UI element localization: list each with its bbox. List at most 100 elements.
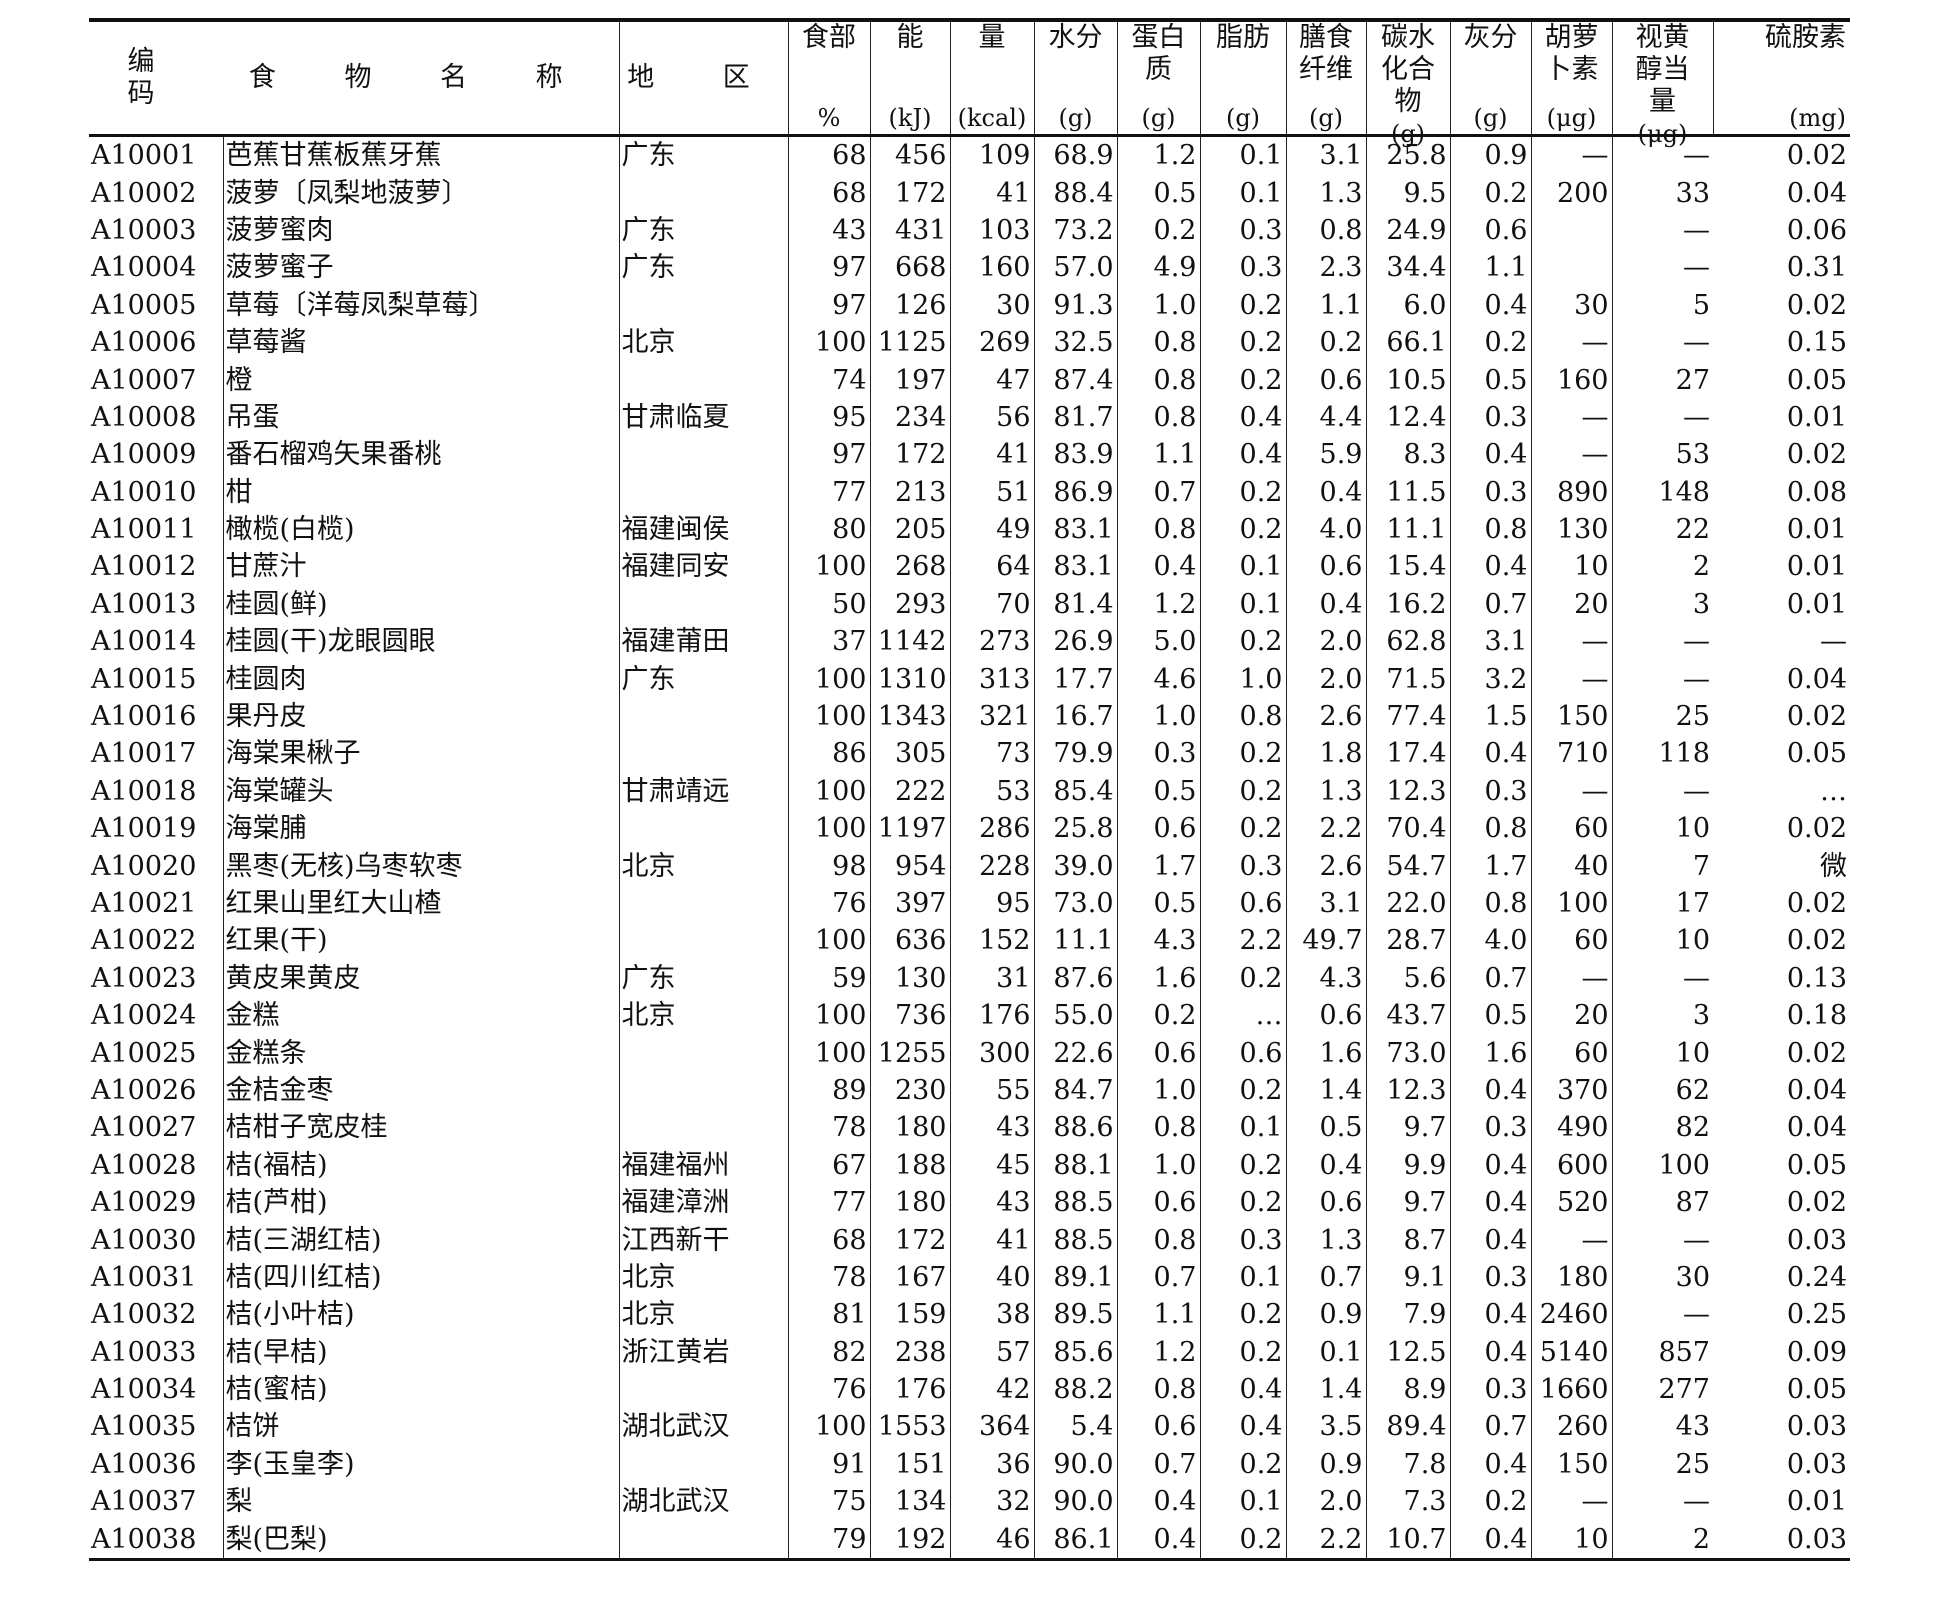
cell-thiamin: 0.02 xyxy=(1786,1037,1847,1069)
cell-food-name: 桔(蜜桔) xyxy=(222,1370,619,1409)
cell-energy-kj: 222 xyxy=(869,772,950,811)
cell-ash: 0.4 xyxy=(1449,1183,1531,1222)
cell-dietary-fiber: 0.7 xyxy=(1285,1258,1366,1297)
cell-ash: 0.4 xyxy=(1449,1333,1531,1371)
cell-carotene: — xyxy=(1530,323,1612,362)
cell-retinol-equivalent: — xyxy=(1611,959,1713,997)
cell-food-name: 菠萝蜜肉 xyxy=(222,211,619,250)
cell-carotene: — xyxy=(1530,959,1612,997)
cell-protein: 0.7 xyxy=(1116,1258,1200,1297)
cell-code: A10024 xyxy=(91,1000,197,1032)
cell-fat: 0.2 xyxy=(1199,1520,1286,1561)
cell-fat: 0.2 xyxy=(1199,361,1286,399)
cell-ash: 0.3 xyxy=(1449,1370,1531,1409)
table-row: A10012 甘蔗汁 福建同安 100 268 64 83.1 0.4 0.1 0.6 15.4 0.… xyxy=(89,548,1850,586)
cell-fat: 0.3 xyxy=(1199,847,1286,885)
cell-energy-kj: 431 xyxy=(869,211,950,250)
cell-ash: 0.2 xyxy=(1449,1483,1531,1521)
cell-edible-portion: 78 xyxy=(787,1258,870,1297)
cell-energy-kcal: 56 xyxy=(949,398,1034,437)
cell-carbohydrate: 34.4 xyxy=(1365,249,1450,287)
cell-fat: 0.4 xyxy=(1199,436,1286,474)
cell-ash: 0.5 xyxy=(1449,996,1531,1035)
cell-retinol-equivalent: 100 xyxy=(1611,1146,1713,1184)
cell-ash: 0.4 xyxy=(1449,1221,1531,1259)
cell-code: A10006 xyxy=(91,327,197,359)
cell-water: 83.1 xyxy=(1033,548,1117,586)
cell-protein: 4.3 xyxy=(1116,922,1200,960)
cell-thiamin: 0.01 xyxy=(1786,401,1847,433)
cell-thiamin: 0.02 xyxy=(1786,439,1847,471)
cell-retinol-equivalent: 118 xyxy=(1611,735,1713,773)
cell-code: A10019 xyxy=(91,813,197,845)
cell-energy-kcal: 103 xyxy=(949,211,1034,250)
cell-food-name: 梨(巴梨) xyxy=(222,1520,619,1561)
cell-retinol-equivalent: 277 xyxy=(1611,1370,1713,1409)
cell-dietary-fiber: 1.4 xyxy=(1285,1071,1366,1110)
cell-energy-kcal: 64 xyxy=(949,548,1034,586)
cell-carotene: 1660 xyxy=(1530,1370,1612,1409)
cell-edible-portion: 50 xyxy=(787,585,870,624)
cell-dietary-fiber: 0.6 xyxy=(1285,361,1366,399)
cell-energy-kj: 180 xyxy=(869,1183,950,1222)
cell-carbohydrate: 7.8 xyxy=(1365,1445,1450,1484)
cell-water: 11.1 xyxy=(1033,922,1117,960)
cell-thiamin: 0.08 xyxy=(1786,476,1847,508)
cell-dietary-fiber: 5.9 xyxy=(1285,436,1366,474)
cell-protein: 0.5 xyxy=(1116,884,1200,923)
cell-thiamin: 0.02 xyxy=(1786,1187,1847,1219)
cell-region: 北京 xyxy=(618,1296,788,1334)
cell-edible-portion: 100 xyxy=(787,660,870,698)
cell-fat: … xyxy=(1199,996,1286,1035)
cell-protein: 0.6 xyxy=(1116,1183,1200,1222)
cell-protein: 0.7 xyxy=(1116,473,1200,511)
cell-carbohydrate: 9.9 xyxy=(1365,1146,1450,1184)
cell-retinol-equivalent: — xyxy=(1611,398,1713,437)
cell-carbohydrate: 22.0 xyxy=(1365,884,1450,923)
cell-energy-kj: 1197 xyxy=(869,810,950,848)
cell-food-name: 金糕 xyxy=(222,996,619,1035)
cell-carbohydrate: 8.3 xyxy=(1365,436,1450,474)
cell-thiamin: 0.01 xyxy=(1786,514,1847,546)
cell-code: A10028 xyxy=(91,1149,197,1181)
cell-dietary-fiber: 2.0 xyxy=(1285,623,1366,661)
cell-energy-kj: 456 xyxy=(869,135,950,175)
cell-fat: 0.2 xyxy=(1199,772,1286,811)
cell-retinol-equivalent: — xyxy=(1611,211,1713,250)
cell-fat: 0.1 xyxy=(1199,135,1286,175)
cell-ash: 0.3 xyxy=(1449,398,1531,437)
cell-code: A10031 xyxy=(91,1261,197,1293)
cell-fat: 0.2 xyxy=(1199,810,1286,848)
cell-edible-portion: 100 xyxy=(787,996,870,1035)
cell-retinol-equivalent: 82 xyxy=(1611,1109,1713,1147)
cell-carotene: 40 xyxy=(1530,847,1612,885)
cell-carotene: — xyxy=(1530,660,1612,698)
cell-carbohydrate: 25.8 xyxy=(1365,135,1450,175)
cell-edible-portion: 97 xyxy=(787,249,870,287)
cell-retinol-equivalent: 5 xyxy=(1611,286,1713,324)
cell-water: 83.9 xyxy=(1033,436,1117,474)
cell-fat: 0.6 xyxy=(1199,884,1286,923)
header-label: 量 xyxy=(978,22,1006,53)
header-retinol-equivalent: 视黄醇当 量 (μg) xyxy=(1611,18,1713,148)
cell-thiamin: 0.24 xyxy=(1786,1261,1847,1293)
cell-dietary-fiber: 0.9 xyxy=(1285,1296,1366,1334)
cell-dietary-fiber: 0.2 xyxy=(1285,323,1366,362)
cell-thiamin: 0.04 xyxy=(1786,1112,1847,1144)
cell-dietary-fiber: 0.1 xyxy=(1285,1333,1366,1371)
cell-carbohydrate: 16.2 xyxy=(1365,585,1450,624)
cell-region: 甘肃靖远 xyxy=(618,772,788,811)
cell-ash: 1.7 xyxy=(1449,847,1531,885)
cell-edible-portion: 100 xyxy=(787,1034,870,1072)
cell-dietary-fiber: 1.8 xyxy=(1285,735,1366,773)
cell-energy-kcal: 53 xyxy=(949,772,1034,811)
cell-water: 90.0 xyxy=(1033,1445,1117,1484)
cell-thiamin: 0.01 xyxy=(1786,1486,1847,1518)
cell-protein: 0.8 xyxy=(1116,1221,1200,1259)
table-row: A10030 桔(三湖红桔) 江西新干 68 172 41 88.5 0.8 0.3 1.3 8.7… xyxy=(89,1221,1850,1259)
cell-carbohydrate: 11.1 xyxy=(1365,510,1450,549)
header-unit: (g) xyxy=(1225,104,1261,132)
header-fat: 脂肪 (g) xyxy=(1199,18,1286,137)
cell-code: A10033 xyxy=(91,1336,197,1368)
cell-energy-kcal: 38 xyxy=(949,1296,1034,1334)
